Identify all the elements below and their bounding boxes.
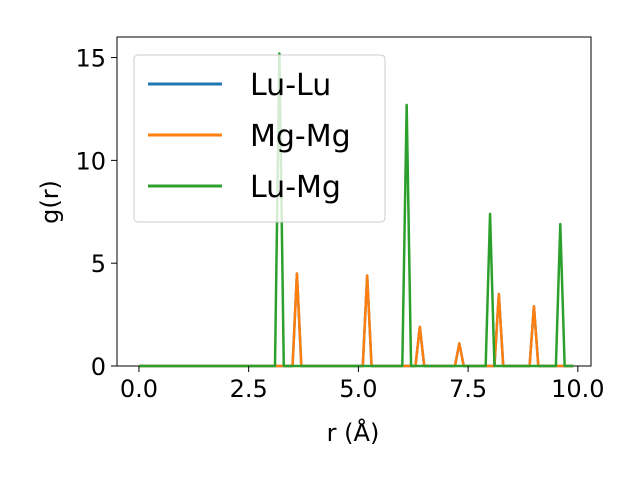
y-tick-label: 15 xyxy=(75,45,106,73)
x-tick-label: 2.5 xyxy=(230,375,268,403)
x-tick-label: 5.0 xyxy=(339,375,377,403)
x-tick-label: 7.5 xyxy=(449,375,487,403)
x-axis-label: r (Å) xyxy=(327,418,380,447)
y-tick-label: 5 xyxy=(91,250,106,278)
legend-label-mg-mg: Mg-Mg xyxy=(250,119,351,154)
y-axis-label: g(r) xyxy=(36,180,64,224)
x-tick-label: 10.0 xyxy=(551,375,604,403)
y-tick-label: 0 xyxy=(91,353,106,381)
legend-label-lu-lu: Lu-Lu xyxy=(250,68,331,103)
y-axis-ticks: 0 5 10 15 xyxy=(75,45,117,381)
legend-label-lu-mg: Lu-Mg xyxy=(250,170,341,205)
legend-box xyxy=(133,54,386,223)
legend: Lu-Lu Mg-Mg Lu-Mg xyxy=(133,54,386,223)
x-axis-ticks: 0.0 2.5 5.0 7.5 10.0 xyxy=(120,366,605,403)
y-tick-label: 10 xyxy=(75,147,106,175)
x-tick-label: 0.0 xyxy=(120,375,158,403)
